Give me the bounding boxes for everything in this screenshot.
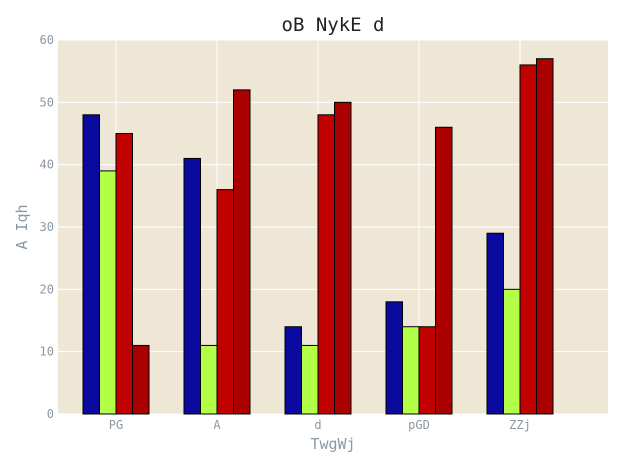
bar-series2-d [301,344,319,415]
x-tick-label: A [213,418,221,432]
bar-series2-A [200,344,218,415]
bar-series4-ZZj [536,58,554,415]
y-tick-label: 10 [40,345,54,359]
bar-series3-PG [115,133,133,415]
bar-series4-d [334,101,352,415]
y-tick-label: 20 [40,282,54,296]
x-tick-label: pGD [408,418,430,432]
x-tick-label: d [314,418,321,432]
bar-series1-A [183,157,201,415]
bar-series2-pGD [402,326,420,415]
x-tick-label: PG [109,418,123,432]
y-tick-label: 0 [47,407,54,421]
bars-group [82,58,554,415]
y-tick-label: 30 [40,220,54,234]
bar-series3-pGD [418,326,436,415]
y-tick-label: 60 [40,33,54,47]
y-axis-label: A Iqh [13,204,31,249]
y-tick-label: 40 [40,158,54,172]
bar-series1-PG [82,114,100,415]
x-axis-label: TwgWj [310,435,355,453]
bar-series4-pGD [435,126,453,415]
bar-series4-PG [132,344,150,415]
bar-series1-pGD [385,301,403,415]
y-tick-label: 50 [40,95,54,109]
bar-series2-ZZj [503,288,521,415]
bar-series1-ZZj [486,232,504,415]
bar-series2-PG [99,170,117,415]
bar-series3-ZZj [519,64,537,415]
bar-series3-A [216,189,234,415]
y-axis-ticks: 0 10 20 30 40 50 60 [40,33,54,421]
x-tick-label: ZZj [509,418,531,432]
bar-series3-d [317,114,335,415]
chart-title: oB NykE d [282,14,385,36]
bar-series1-d [284,326,302,415]
bar-series4-A [233,89,251,415]
